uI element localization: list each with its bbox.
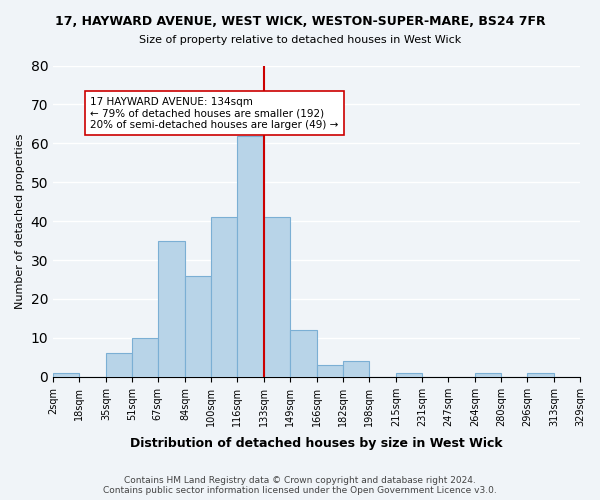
Text: 17 HAYWARD AVENUE: 134sqm
← 79% of detached houses are smaller (192)
20% of semi: 17 HAYWARD AVENUE: 134sqm ← 79% of detac… bbox=[90, 96, 338, 130]
Y-axis label: Number of detached properties: Number of detached properties bbox=[15, 134, 25, 309]
Bar bbox=[290, 330, 317, 377]
Bar bbox=[211, 218, 237, 377]
Bar bbox=[317, 365, 343, 377]
Bar bbox=[237, 136, 264, 377]
Text: Size of property relative to detached houses in West Wick: Size of property relative to detached ho… bbox=[139, 35, 461, 45]
Bar bbox=[132, 338, 158, 377]
Text: Contains HM Land Registry data © Crown copyright and database right 2024.
Contai: Contains HM Land Registry data © Crown c… bbox=[103, 476, 497, 495]
Bar bbox=[527, 373, 554, 377]
Bar bbox=[185, 276, 211, 377]
Bar bbox=[343, 361, 369, 377]
Bar bbox=[264, 218, 290, 377]
Bar bbox=[106, 354, 132, 377]
Bar bbox=[396, 373, 422, 377]
Bar bbox=[158, 240, 185, 377]
X-axis label: Distribution of detached houses by size in West Wick: Distribution of detached houses by size … bbox=[130, 437, 503, 450]
Bar bbox=[475, 373, 501, 377]
Bar bbox=[53, 373, 79, 377]
Text: 17, HAYWARD AVENUE, WEST WICK, WESTON-SUPER-MARE, BS24 7FR: 17, HAYWARD AVENUE, WEST WICK, WESTON-SU… bbox=[55, 15, 545, 28]
